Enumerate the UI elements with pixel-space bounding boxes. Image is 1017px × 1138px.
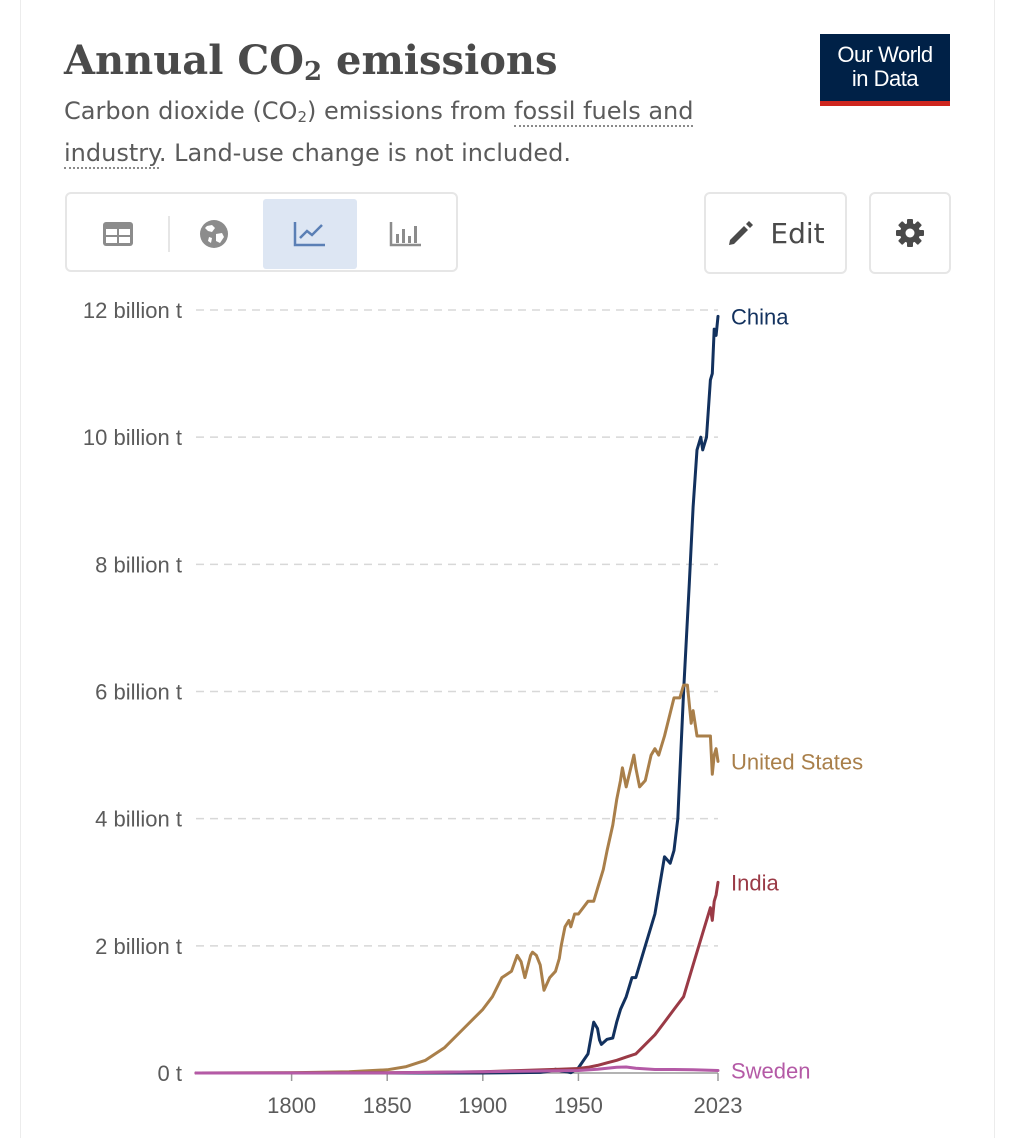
table-icon	[103, 222, 133, 246]
series-line-sweden[interactable]	[194, 1065, 720, 1075]
x-tick-label: 1850	[363, 1093, 412, 1118]
globe-icon	[200, 220, 228, 248]
fossil-fuels-link[interactable]: fossil fuels and industry	[64, 97, 694, 169]
tab-bar-chart[interactable]	[359, 199, 453, 269]
edit-button[interactable]: Edit	[704, 192, 847, 274]
series-line-china[interactable]	[194, 314, 720, 1075]
series-line-india[interactable]	[194, 880, 720, 1075]
series-label-united-states[interactable]: United States	[731, 749, 863, 774]
bar-chart-icon	[389, 222, 421, 247]
y-tick-label: 6 billion t	[95, 680, 182, 705]
view-tabs	[65, 192, 458, 272]
y-tick-label: 2 billion t	[95, 934, 182, 959]
y-tick-label: 8 billion t	[95, 552, 182, 577]
series-label-sweden[interactable]: Sweden	[731, 1058, 811, 1083]
tab-map[interactable]	[167, 199, 261, 269]
y-tick-label: 0 t	[158, 1061, 182, 1086]
x-tick-label: 1950	[554, 1093, 603, 1118]
tab-divider	[168, 216, 170, 252]
chart-card	[20, 0, 995, 1138]
y-tick-label: 4 billion t	[95, 807, 182, 832]
settings-button[interactable]	[869, 192, 951, 274]
tab-table[interactable]	[71, 199, 165, 269]
line-chart-icon	[293, 222, 325, 247]
edit-label: Edit	[770, 216, 825, 250]
x-tick-label: 2023	[694, 1093, 743, 1118]
tab-line-chart[interactable]	[263, 199, 357, 269]
pencil-icon	[729, 221, 754, 245]
our-world-in-data-logo[interactable]: Our World in Data	[820, 34, 950, 106]
chart-subtitle: Carbon dioxide (CO2) emissions from foss…	[64, 97, 694, 169]
logo-line-2: in Data	[851, 66, 919, 91]
chart-title: Annual CO2 emissions	[64, 37, 558, 87]
series-label-china[interactable]: China	[731, 304, 789, 329]
gear-icon	[896, 219, 924, 247]
x-tick-label: 1900	[458, 1093, 507, 1118]
y-tick-label: 12 billion t	[83, 298, 182, 323]
series-label-india[interactable]: India	[731, 870, 779, 895]
x-tick-label: 1800	[267, 1093, 316, 1118]
series-line-united-states[interactable]	[194, 683, 720, 1075]
logo-line-1: Our World	[837, 42, 933, 67]
y-tick-label: 10 billion t	[83, 425, 182, 450]
